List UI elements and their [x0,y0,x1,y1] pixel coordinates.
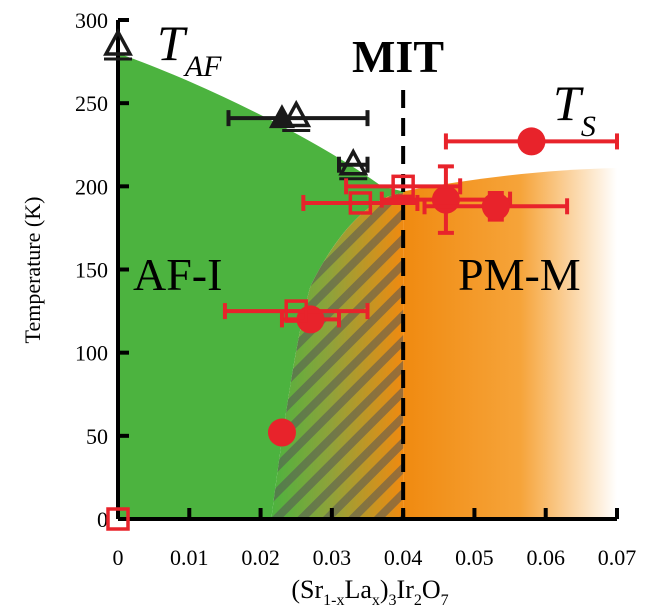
filled-triangle-marker [268,104,295,129]
y-tick-label: 300 [75,8,108,33]
hatched-coexistence-region [271,192,404,519]
circle-marker [267,418,296,447]
data-point [281,99,312,132]
y-tick-label: 100 [75,341,108,366]
circle-marker [517,127,546,156]
data-point [267,418,296,447]
triangle-marker [338,148,369,176]
x-tick-label: 0 [113,545,124,570]
y-tick-label: 50 [86,424,108,449]
square-marker [284,299,308,323]
data-point [222,299,370,323]
data-markers [103,28,619,531]
x-tick-label: 0.07 [598,545,637,570]
y-tick-label: 0 [97,507,108,532]
data-point [344,174,463,199]
x-tick-label: 0.01 [170,545,209,570]
x-tick-label: 0.03 [313,545,352,570]
afi-label: AF-I [133,249,222,300]
data-point [443,127,619,156]
x-tick-label: 0.06 [526,545,565,570]
data-point [301,191,420,215]
y-axis-title: Temperature (K) [20,197,45,344]
data-point [336,148,370,181]
y-tick-label: 200 [75,174,108,199]
data-point [422,190,570,222]
pmm-label: PM-M [458,249,581,300]
data-point [103,28,133,61]
data-point [106,507,130,531]
y-tick-label: 150 [75,258,108,283]
tae-label: TAF [157,15,222,83]
pm-metal-region [403,168,617,519]
x-axis-title: (Sr1-xLax)3Ir2O7 [291,575,448,609]
circle-marker [431,185,460,214]
square-marker [391,174,415,199]
af-insulator-region [118,53,404,520]
phase-regions [118,53,617,520]
axes: 0 0.01 0.02 0.03 0.04 0.05 0.06 0.07 0 50 100 150 20… [75,8,636,570]
triangle-marker [103,28,133,56]
ts-label: TS [553,75,596,143]
triangle-marker [281,99,312,128]
x-tick-label: 0.05 [455,545,494,570]
x-tick-label: 0.04 [384,545,423,570]
y-tick-label: 250 [75,91,108,116]
mit-label: MIT [352,31,444,82]
square-marker [106,507,130,531]
circle-marker [481,192,510,221]
x-tick-label: 0.02 [241,545,280,570]
square-marker [348,191,373,215]
data-point [226,104,370,129]
